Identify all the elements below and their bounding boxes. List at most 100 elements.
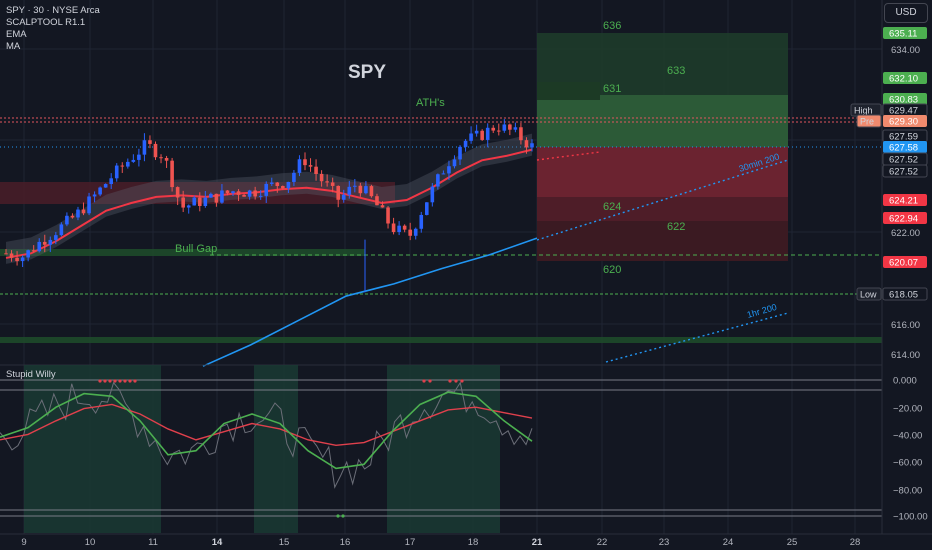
- candle-body: [87, 196, 91, 214]
- currency-button[interactable]: USD: [884, 3, 928, 23]
- candle-body: [408, 229, 412, 236]
- candle-body: [175, 187, 180, 198]
- osc-overbought-dot: [108, 379, 112, 383]
- candle-body: [452, 159, 457, 167]
- oscillator-y-axis: 0.000 −20.00 −40.00 −60.00 −80.00 −100.00: [893, 376, 928, 523]
- candle-body: [76, 209, 80, 218]
- candle-body: [92, 194, 97, 197]
- candle-body: [20, 257, 25, 262]
- candle-body: [319, 173, 324, 182]
- candle-body: [441, 173, 446, 175]
- osc-y-tick: −100.00: [893, 512, 928, 523]
- svg-text:620.07: 620.07: [889, 258, 918, 269]
- candle-body: [109, 178, 113, 185]
- indicator-ma[interactable]: MA: [6, 41, 21, 52]
- osc-overbought-dot: [448, 379, 452, 383]
- osc-slow-line: [0, 403, 533, 446]
- candle-body: [9, 253, 14, 258]
- price-badge-630.83: 630.83: [883, 93, 927, 106]
- time-axis: 9 10 11 14 15 16 17 18 21 22 23 24 25 28: [21, 537, 860, 548]
- candle-body: [369, 186, 374, 197]
- stop-label-624: 624: [603, 201, 621, 213]
- price-badge-620.07: 620.07: [883, 256, 927, 269]
- candle-body: [292, 172, 296, 182]
- osc-overbought-dot: [128, 379, 132, 383]
- osc-fast-line: [0, 391, 533, 470]
- osc-y-tick: −40.00: [893, 431, 922, 442]
- candle-body: [496, 130, 501, 132]
- candle-body: [402, 225, 407, 230]
- candle-body: [447, 166, 451, 174]
- candle-body: [524, 140, 529, 148]
- time-label: 15: [279, 537, 290, 548]
- candle-body: [98, 187, 102, 195]
- candle-body: [186, 205, 191, 208]
- candle-body: [137, 154, 141, 160]
- candle-body: [303, 159, 307, 166]
- indicator-ema[interactable]: EMA: [6, 29, 27, 40]
- price-badge-627.52: 627.52: [882, 152, 928, 166]
- svg-text:High: High: [854, 106, 873, 116]
- price-badge-629.47: 629.47 High: [850, 103, 928, 117]
- price-badge-635.11: 635.11: [883, 27, 927, 40]
- target-zone-dark: [537, 82, 600, 100]
- osc-overbought-dot: [103, 379, 107, 383]
- osc-y-tick: −60.00: [893, 458, 922, 469]
- bull-gap-band: [0, 249, 365, 256]
- symbol-info[interactable]: SPY · 30 · NYSE Arca: [6, 5, 100, 16]
- y-tick-622: 622.00: [891, 228, 920, 239]
- candle-body: [485, 127, 490, 140]
- candle-body: [353, 185, 357, 187]
- candle-body: [336, 185, 341, 200]
- candle-body: [31, 250, 36, 252]
- candle-body: [142, 140, 147, 155]
- ema-band: [6, 133, 532, 264]
- aths-annotation: ATH's: [416, 97, 445, 109]
- svg-text:629.30: 629.30: [889, 117, 918, 128]
- svg-text:Pre: Pre: [860, 117, 874, 127]
- candle-body: [325, 181, 329, 183]
- candle-body: [281, 186, 285, 189]
- candle-body: [513, 127, 518, 130]
- time-label: 16: [340, 537, 351, 548]
- price-badge-618.05: 618.05 Low: [856, 287, 928, 301]
- indicator-scalptool[interactable]: SCALPTOOL R1.1: [6, 17, 86, 28]
- ema-projection: [536, 151, 601, 161]
- time-label: 22: [597, 537, 608, 548]
- svg-text:627.52: 627.52: [889, 155, 918, 166]
- osc-overbought-dot: [133, 379, 137, 383]
- ma-30min-projection: [536, 159, 789, 241]
- target-label-636: 636: [603, 20, 621, 32]
- svg-text:622.94: 622.94: [889, 214, 918, 225]
- osc-overbought-dot: [422, 379, 426, 383]
- price-badge-627.52: 627.52: [882, 164, 928, 178]
- svg-text:Low: Low: [860, 290, 877, 300]
- ema-line: [5, 148, 533, 259]
- osc-highlight-1: [24, 365, 161, 533]
- osc-highlight-2: [254, 365, 298, 533]
- candle-body: [42, 241, 47, 245]
- stop-zone-lower: [537, 197, 788, 221]
- candle-body: [103, 184, 108, 188]
- candle-body: [242, 194, 246, 197]
- candle-body: [231, 191, 235, 194]
- oscillator-name: Stupid Willy: [6, 369, 56, 380]
- ma-1hr-projection: [605, 312, 789, 363]
- candle-body: [253, 190, 257, 197]
- candle-body: [258, 195, 263, 197]
- candle-body: [341, 194, 346, 200]
- svg-text:630.83: 630.83: [889, 95, 918, 106]
- candle-body: [59, 224, 64, 236]
- osc-overbought-dot: [98, 379, 102, 383]
- candle-body: [159, 157, 163, 159]
- candle-body: [54, 235, 58, 240]
- candle-body: [508, 124, 512, 130]
- price-badge-624.21: 624.21: [883, 194, 927, 207]
- candle-body: [358, 185, 363, 194]
- candle-body: [436, 174, 440, 187]
- ma-1hr-annotation: 1hr 200: [746, 302, 778, 320]
- candle-body: [264, 183, 269, 196]
- candle-body: [131, 159, 136, 162]
- candle-body: [413, 228, 418, 236]
